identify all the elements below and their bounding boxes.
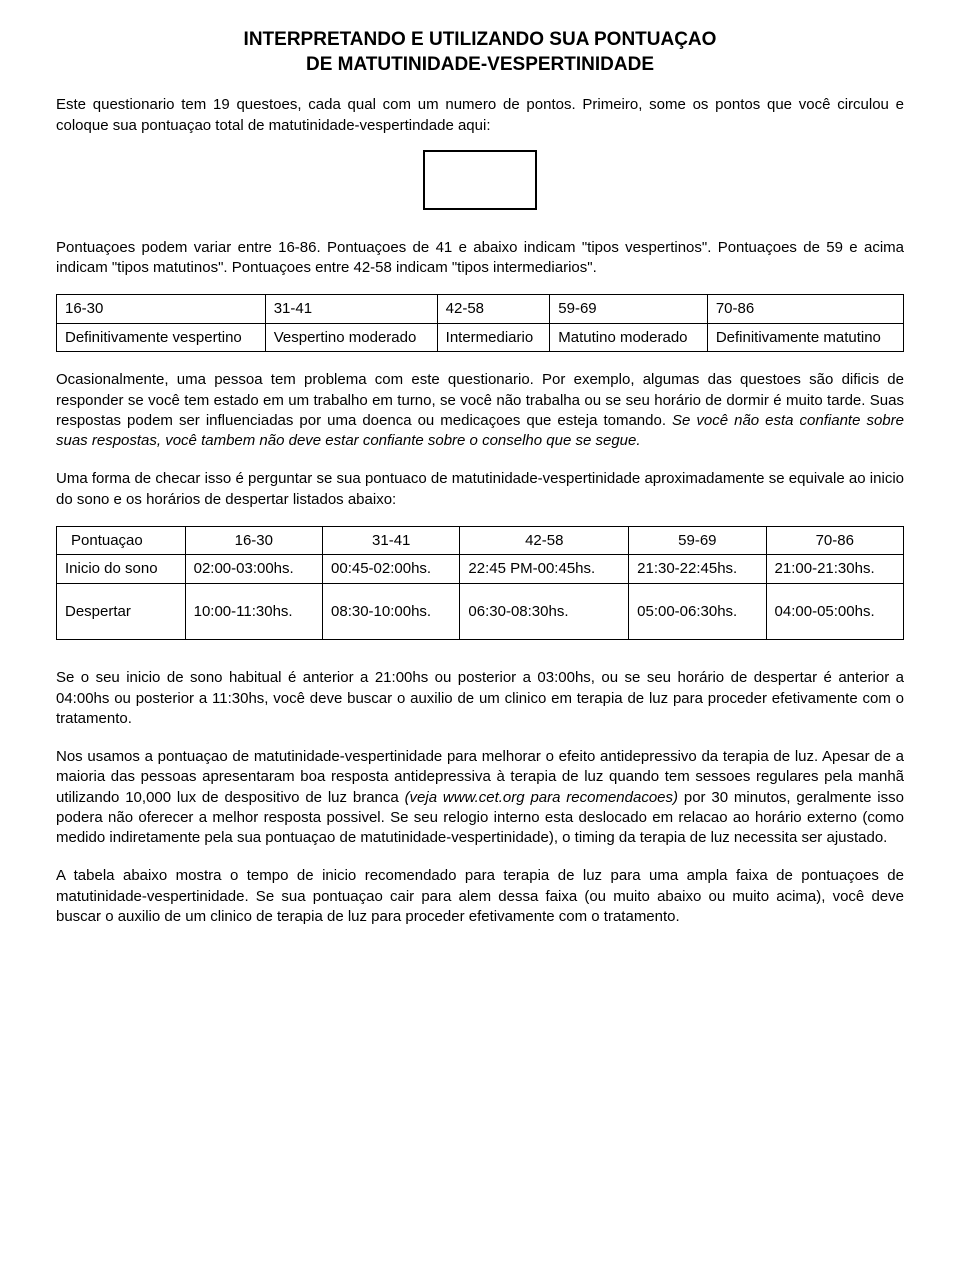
label-cell: Vespertino moderado [265,323,437,352]
range-cell: 59-69 [550,295,708,324]
time-cell: 04:00-05:00hs. [766,583,903,640]
intro-paragraph: Este questionario tem 19 questoes, cada … [56,95,904,136]
title-line-2: DE MATUTINIDADE-VESPERTINIDADE [306,54,654,75]
sleep-wake-table: Pontuaçao 16-30 31-41 42-58 59-69 70-86 … [56,526,904,641]
time-cell: 02:00-03:00hs. [185,555,322,584]
header-cell: 31-41 [323,526,460,555]
row-label-cell: Inicio do sono [57,555,186,584]
range-cell: 16-30 [57,295,266,324]
table-row: Despertar 10:00-11:30hs. 08:30-10:00hs. … [57,583,904,640]
table-row: Definitivamente vespertino Vespertino mo… [57,323,904,352]
caveat-paragraph: Ocasionalmente, uma pessoa tem problema … [56,370,904,451]
time-cell: 05:00-06:30hs. [629,583,766,640]
light-therapy-paragraph: Nos usamos a pontuaçao de matutinidade-v… [56,747,904,848]
clinician-paragraph: Se o seu inicio de sono habitual é anter… [56,668,904,729]
range-cell: 42-58 [437,295,550,324]
score-type-table: 16-30 31-41 42-58 59-69 70-86 Definitiva… [56,294,904,352]
time-cell: 22:45 PM-00:45hs. [460,555,629,584]
score-input-box[interactable] [423,150,537,210]
time-cell: 00:45-02:00hs. [323,555,460,584]
time-cell: 21:30-22:45hs. [629,555,766,584]
final-paragraph: A tabela abaixo mostra o tempo de inicio… [56,866,904,927]
label-cell: Intermediario [437,323,550,352]
header-cell: 16-30 [185,526,322,555]
range-cell: 31-41 [265,295,437,324]
lt-italic: (veja www.cet.org para recomendacoes) [405,789,678,806]
label-cell: Definitivamente matutino [707,323,903,352]
header-cell: 42-58 [460,526,629,555]
time-cell: 06:30-08:30hs. [460,583,629,640]
time-cell: 08:30-10:00hs. [323,583,460,640]
row-label-cell: Despertar [57,583,186,640]
header-cell: 70-86 [766,526,903,555]
time-cell: 10:00-11:30hs. [185,583,322,640]
header-cell: Pontuaçao [57,526,186,555]
time-cell: 21:00-21:30hs. [766,555,903,584]
label-cell: Matutino moderado [550,323,708,352]
table-row: 16-30 31-41 42-58 59-69 70-86 [57,295,904,324]
label-cell: Definitivamente vespertino [57,323,266,352]
page-title: INTERPRETANDO E UTILIZANDO SUA PONTUAÇAO… [56,28,904,77]
header-cell: 59-69 [629,526,766,555]
page: INTERPRETANDO E UTILIZANDO SUA PONTUAÇAO… [0,0,960,967]
title-line-1: INTERPRETANDO E UTILIZANDO SUA PONTUAÇAO [244,29,717,50]
table-row: Pontuaçao 16-30 31-41 42-58 59-69 70-86 [57,526,904,555]
table-row: Inicio do sono 02:00-03:00hs. 00:45-02:0… [57,555,904,584]
check-paragraph: Uma forma de checar isso é perguntar se … [56,469,904,510]
range-explanation: Pontuaçoes podem variar entre 16-86. Pon… [56,238,904,279]
range-cell: 70-86 [707,295,903,324]
